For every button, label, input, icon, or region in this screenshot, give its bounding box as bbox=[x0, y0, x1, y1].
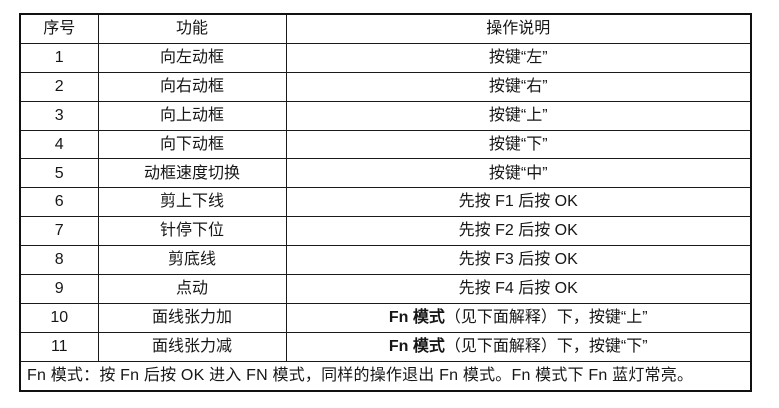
table-row: 8 剪底线 先按 F3 后按 OK bbox=[19, 245, 752, 276]
op-text: 按键“左” bbox=[488, 49, 548, 67]
cell-operation: 按键“左” bbox=[285, 42, 752, 73]
cell-no: 4 bbox=[19, 129, 99, 160]
table-row: 4 向下动框 按键“下” bbox=[19, 129, 752, 160]
table-row: 5 动框速度切换 按键“中” bbox=[19, 158, 752, 189]
cell-operation: 按键“上” bbox=[285, 100, 752, 131]
cell-operation: 先按 F4 后按 OK bbox=[285, 274, 752, 304]
op-bold-text: Fn 模式 bbox=[388, 309, 445, 327]
table-row: 2 向右动框 按键“右” bbox=[19, 71, 752, 102]
cell-operation: 先按 F1 后按 OK bbox=[285, 187, 752, 218]
header-cell-no: 序号 bbox=[19, 13, 99, 44]
cell-function: 剪底线 bbox=[97, 245, 287, 276]
op-text: 先按 F1 后按 OK bbox=[458, 193, 578, 211]
cell-no: 1 bbox=[19, 42, 99, 73]
cell-function: 向下动框 bbox=[97, 129, 287, 160]
cell-operation: Fn 模式（见下面解释）下，按键“下” bbox=[285, 331, 752, 362]
cell-function: 针停下位 bbox=[97, 216, 287, 247]
header-row: 序号 功能 操作说明 bbox=[19, 13, 752, 44]
op-text: 按键“上” bbox=[488, 106, 548, 124]
op-bold-text: Fn 模式 bbox=[388, 337, 445, 355]
function-key-table: 序号 功能 操作说明 1 向左动框 按键“左” 2 向右动框 按键“右” 3 向… bbox=[19, 13, 752, 392]
cell-operation: 按键“下” bbox=[285, 129, 752, 160]
op-text: （见下面解释）下，按键“上” bbox=[444, 309, 648, 327]
header-cell-operation: 操作说明 bbox=[285, 13, 752, 44]
cell-function: 向左动框 bbox=[97, 42, 287, 73]
cell-function: 向上动框 bbox=[97, 100, 287, 131]
cell-function: 面线张力减 bbox=[97, 331, 287, 362]
cell-no: 7 bbox=[19, 216, 99, 247]
cell-no: 2 bbox=[19, 71, 99, 102]
cell-no: 10 bbox=[19, 302, 99, 333]
op-text: 先按 F4 后按 OK bbox=[458, 280, 578, 298]
cell-function: 动框速度切换 bbox=[97, 158, 287, 189]
footer-row: Fn 模式：按 Fn 后按 OK 进入 FN 模式，同样的操作退出 Fn 模式。… bbox=[19, 360, 752, 392]
footer-note: Fn 模式：按 Fn 后按 OK 进入 FN 模式，同样的操作退出 Fn 模式。… bbox=[19, 360, 752, 392]
cell-no: 11 bbox=[19, 331, 99, 362]
cell-operation: 先按 F2 后按 OK bbox=[285, 216, 752, 247]
cell-operation: 按键“右” bbox=[285, 71, 752, 102]
table-body: 1 向左动框 按键“左” 2 向右动框 按键“右” 3 向上动框 按键“上” 4… bbox=[19, 42, 752, 362]
op-text: 先按 F3 后按 OK bbox=[458, 251, 578, 269]
op-text: 按键“右” bbox=[488, 77, 548, 95]
cell-operation: 按键“中” bbox=[285, 158, 752, 189]
op-text: 先按 F2 后按 OK bbox=[458, 222, 578, 240]
cell-operation: 先按 F3 后按 OK bbox=[285, 245, 752, 276]
table-row: 1 向左动框 按键“左” bbox=[19, 42, 752, 73]
table-row: 3 向上动框 按键“上” bbox=[19, 100, 752, 131]
op-text: 按键“下” bbox=[488, 135, 548, 153]
table-row: 7 针停下位 先按 F2 后按 OK bbox=[19, 216, 752, 247]
cell-no: 9 bbox=[19, 274, 99, 304]
op-text: （见下面解释）下，按键“下” bbox=[444, 337, 648, 355]
cell-operation: Fn 模式（见下面解释）下，按键“上” bbox=[285, 302, 752, 333]
cell-no: 6 bbox=[19, 187, 99, 218]
cell-no: 8 bbox=[19, 245, 99, 276]
table-row: 6 剪上下线 先按 F1 后按 OK bbox=[19, 187, 752, 218]
cell-function: 点动 bbox=[97, 274, 287, 304]
header-cell-function: 功能 bbox=[97, 13, 287, 44]
op-text: 按键“中” bbox=[488, 164, 548, 182]
cell-function: 面线张力加 bbox=[97, 302, 287, 333]
cell-no: 5 bbox=[19, 158, 99, 189]
table-row: 10 面线张力加 Fn 模式（见下面解释）下，按键“上” bbox=[19, 302, 752, 333]
cell-function: 向右动框 bbox=[97, 71, 287, 102]
cell-function: 剪上下线 bbox=[97, 187, 287, 218]
table-row: 9 点动 先按 F4 后按 OK bbox=[19, 274, 752, 304]
cell-no: 3 bbox=[19, 100, 99, 131]
table-row: 11 面线张力减 Fn 模式（见下面解释）下，按键“下” bbox=[19, 331, 752, 362]
